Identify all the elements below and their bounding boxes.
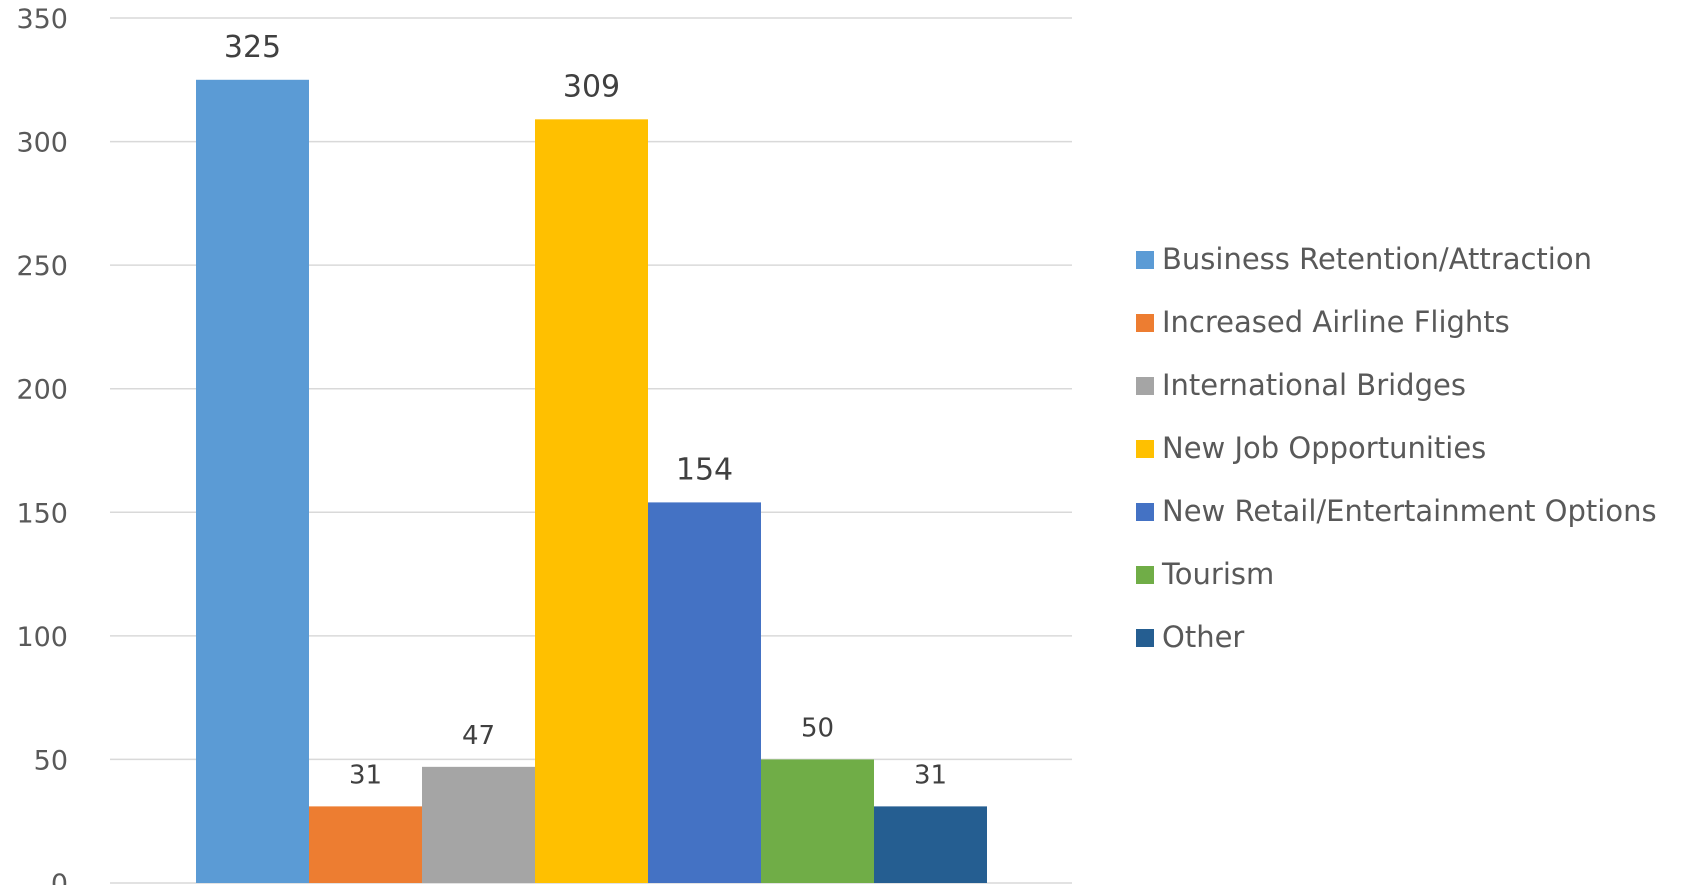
legend-label: Increased Airline Flights bbox=[1162, 305, 1510, 339]
bar bbox=[422, 766, 535, 883]
legend-label: International Bridges bbox=[1162, 368, 1466, 402]
data-label: 31 bbox=[349, 760, 382, 790]
legend-label: Tourism bbox=[1162, 557, 1275, 591]
legend-item: Other bbox=[1136, 606, 1657, 669]
y-tick-label: 50 bbox=[34, 745, 68, 776]
legend-label: Business Retention/Attraction bbox=[1162, 242, 1592, 276]
y-axis: 0 50 100 150 200 250 300 350 bbox=[16, 4, 68, 885]
data-label: 309 bbox=[563, 69, 620, 104]
legend-swatch bbox=[1136, 250, 1154, 269]
y-tick-label: 300 bbox=[16, 128, 68, 159]
bar bbox=[196, 79, 309, 884]
legend-item: New Retail/Entertainment Options bbox=[1136, 480, 1657, 543]
legend-item: Increased Airline Flights bbox=[1136, 291, 1657, 354]
legend-swatch bbox=[1136, 376, 1154, 395]
data-label: 50 bbox=[801, 713, 834, 743]
y-tick-label: 0 bbox=[51, 869, 68, 885]
bar bbox=[309, 806, 422, 883]
legend-swatch bbox=[1136, 628, 1154, 647]
bar bbox=[874, 806, 987, 883]
y-tick-label: 100 bbox=[16, 622, 68, 653]
legend: Business Retention/Attraction Increased A… bbox=[1136, 228, 1657, 669]
legend-item: International Bridges bbox=[1136, 354, 1657, 417]
legend-swatch bbox=[1136, 439, 1154, 458]
legend-label: Other bbox=[1162, 620, 1245, 654]
bar bbox=[648, 502, 761, 883]
data-label: 31 bbox=[914, 760, 947, 790]
bar bbox=[535, 119, 648, 884]
y-tick-label: 350 bbox=[16, 4, 68, 35]
legend-item: Business Retention/Attraction bbox=[1136, 228, 1657, 291]
data-label: 154 bbox=[676, 452, 733, 487]
legend-label: New Retail/Entertainment Options bbox=[1162, 494, 1657, 528]
legend-swatch bbox=[1136, 565, 1154, 584]
legend-swatch bbox=[1136, 313, 1154, 332]
y-tick-label: 150 bbox=[16, 498, 68, 529]
legend-swatch bbox=[1136, 502, 1154, 521]
bars bbox=[196, 79, 987, 884]
data-label: 325 bbox=[224, 30, 281, 65]
legend-label: New Job Opportunities bbox=[1162, 431, 1487, 465]
y-tick-label: 250 bbox=[16, 251, 68, 282]
data-labels: 325 31 47 309 154 50 31 bbox=[224, 30, 947, 791]
y-tick-label: 200 bbox=[16, 375, 68, 406]
bar bbox=[761, 759, 874, 883]
legend-item: New Job Opportunities bbox=[1136, 417, 1657, 480]
legend-item: Tourism bbox=[1136, 543, 1657, 606]
data-label: 47 bbox=[462, 721, 495, 751]
